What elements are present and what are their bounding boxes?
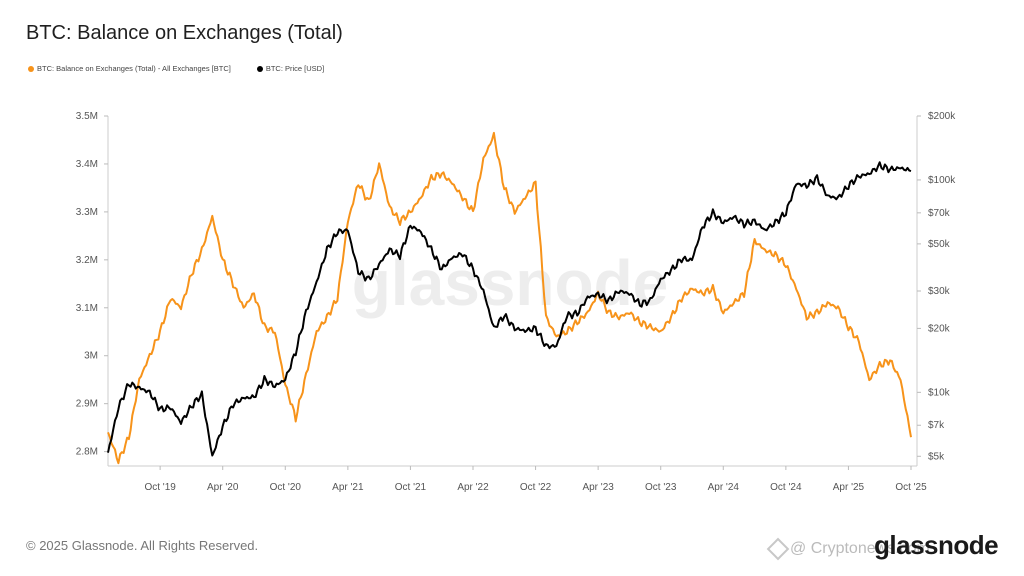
right-tick-label: $200k <box>928 111 956 122</box>
chart-legend: BTC: Balance on Exchanges (Total) - All … <box>28 64 324 73</box>
x-tick-label: Oct '21 <box>395 482 427 493</box>
right-tick-label: $5k <box>928 451 945 462</box>
footer-badge: @ Cryptonews.com <box>766 537 930 561</box>
right-tick-label: $70k <box>928 208 951 219</box>
right-tick-label: $50k <box>928 239 951 250</box>
x-tick-label: Apr '20 <box>207 482 239 493</box>
footer-badge-label: @ Cryptonews.com <box>790 540 930 557</box>
x-tick-label: Oct '23 <box>645 482 677 493</box>
legend-item-balance[interactable]: BTC: Balance on Exchanges (Total) - All … <box>28 64 231 73</box>
series-line-price <box>107 161 912 457</box>
x-tick-label: Apr '21 <box>332 482 364 493</box>
left-tick-label: 3.2M <box>76 255 98 266</box>
x-tick-label: Oct '22 <box>520 482 552 493</box>
x-tick-label: Apr '25 <box>833 482 865 493</box>
left-tick-label: 2.8M <box>76 447 98 458</box>
chart-series <box>107 131 912 465</box>
right-tick-label: $20k <box>928 323 951 334</box>
legend-item-price[interactable]: BTC: Price [USD] <box>256 64 325 73</box>
legend-label-balance: BTC: Balance on Exchanges (Total) - All … <box>37 64 231 73</box>
footer-copyright: © 2025 Glassnode. All Rights Reserved. <box>26 538 259 553</box>
cryptonews-icon <box>766 537 790 561</box>
x-tick-label: Oct '19 <box>144 482 176 493</box>
legend-dot-price <box>256 65 263 72</box>
x-tick-label: Oct '20 <box>270 482 302 493</box>
chart-canvas: glassnode 3.5M 3.4M 3.3M 3.2M 3.1M 3M 2.9M 2.8M… <box>76 111 956 493</box>
left-tick-label: 3M <box>84 351 98 362</box>
x-tick-label: Oct '24 <box>770 482 802 493</box>
chart-watermark: glassnode <box>352 247 669 319</box>
series-line-balance <box>107 131 912 465</box>
x-tick-label: Apr '22 <box>457 482 489 493</box>
right-tick-label: $7k <box>928 420 945 431</box>
right-tick-label: $10k <box>928 387 951 398</box>
legend-label-price: BTC: Price [USD] <box>265 64 325 73</box>
left-tick-label: 2.9M <box>76 399 98 410</box>
x-tick-label: Apr '24 <box>708 482 740 493</box>
right-tick-label: $100k <box>928 175 956 186</box>
legend-dot-balance <box>28 65 34 72</box>
x-tick-label: Oct '25 <box>895 482 927 493</box>
chart-title: BTC: Balance on Exchanges (Total) <box>26 22 343 44</box>
right-tick-label: $30k <box>928 286 951 297</box>
x-tick-label: Apr '23 <box>582 482 614 493</box>
left-tick-label: 3.4M <box>76 159 98 170</box>
left-tick-label: 3.3M <box>76 207 98 218</box>
chart-axes: 3.5M 3.4M 3.3M 3.2M 3.1M 3M 2.9M 2.8M $200k $100k… <box>76 111 956 493</box>
left-tick-label: 3.5M <box>76 111 98 122</box>
left-tick-label: 3.1M <box>76 303 98 314</box>
glassnode-logo: glassnode <box>874 530 999 560</box>
